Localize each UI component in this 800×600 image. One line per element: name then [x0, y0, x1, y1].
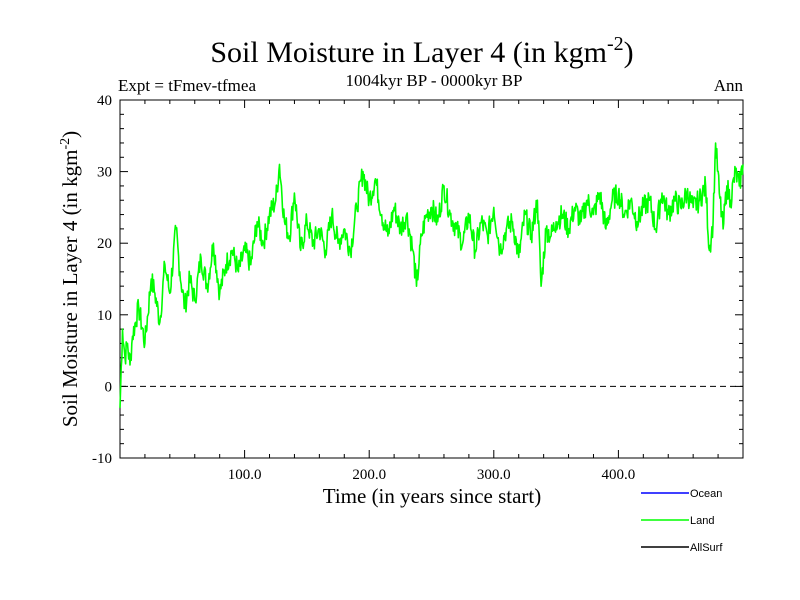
x-tick-label: 400.0 [602, 467, 636, 483]
y-tick-label: 40 [97, 93, 112, 109]
x-tick-label: 300.0 [477, 467, 511, 483]
legend-label-allsurf: AllSurf [690, 542, 723, 554]
axis-ticks [119, 99, 744, 459]
x-axis-label: Time (in years since start) [323, 484, 542, 508]
season-label: Ann [714, 76, 744, 95]
y-tick-label: 10 [97, 308, 112, 324]
x-tick-label: 100.0 [228, 467, 262, 483]
y-tick-label: 30 [97, 165, 112, 181]
legend: Ocean Land AllSurf [641, 488, 723, 554]
x-tick-labels: 100.0 200.0 300.0 400.0 [228, 467, 636, 483]
chart-subtitle: 1004kyr BP - 0000kyr BP [346, 71, 523, 90]
chart-title: Soil Moisture in Layer 4 (in kgm-2) [210, 33, 633, 69]
y-tick-label: 20 [97, 236, 112, 252]
legend-label-ocean: Ocean [690, 488, 722, 500]
plot-frame [119, 99, 744, 459]
x-tick-label: 200.0 [352, 467, 386, 483]
y-tick-labels: -10 0 10 20 30 40 [92, 93, 112, 467]
legend-label-land: Land [690, 515, 714, 527]
series-line-land [119, 142, 744, 408]
y-tick-label: 0 [105, 379, 113, 395]
experiment-label: Expt = tFmev-tfmea [118, 76, 256, 95]
y-tick-label: -10 [92, 451, 112, 467]
y-axis-label: Soil Moisture in Layer 4 (in kgm-2) [58, 131, 82, 427]
